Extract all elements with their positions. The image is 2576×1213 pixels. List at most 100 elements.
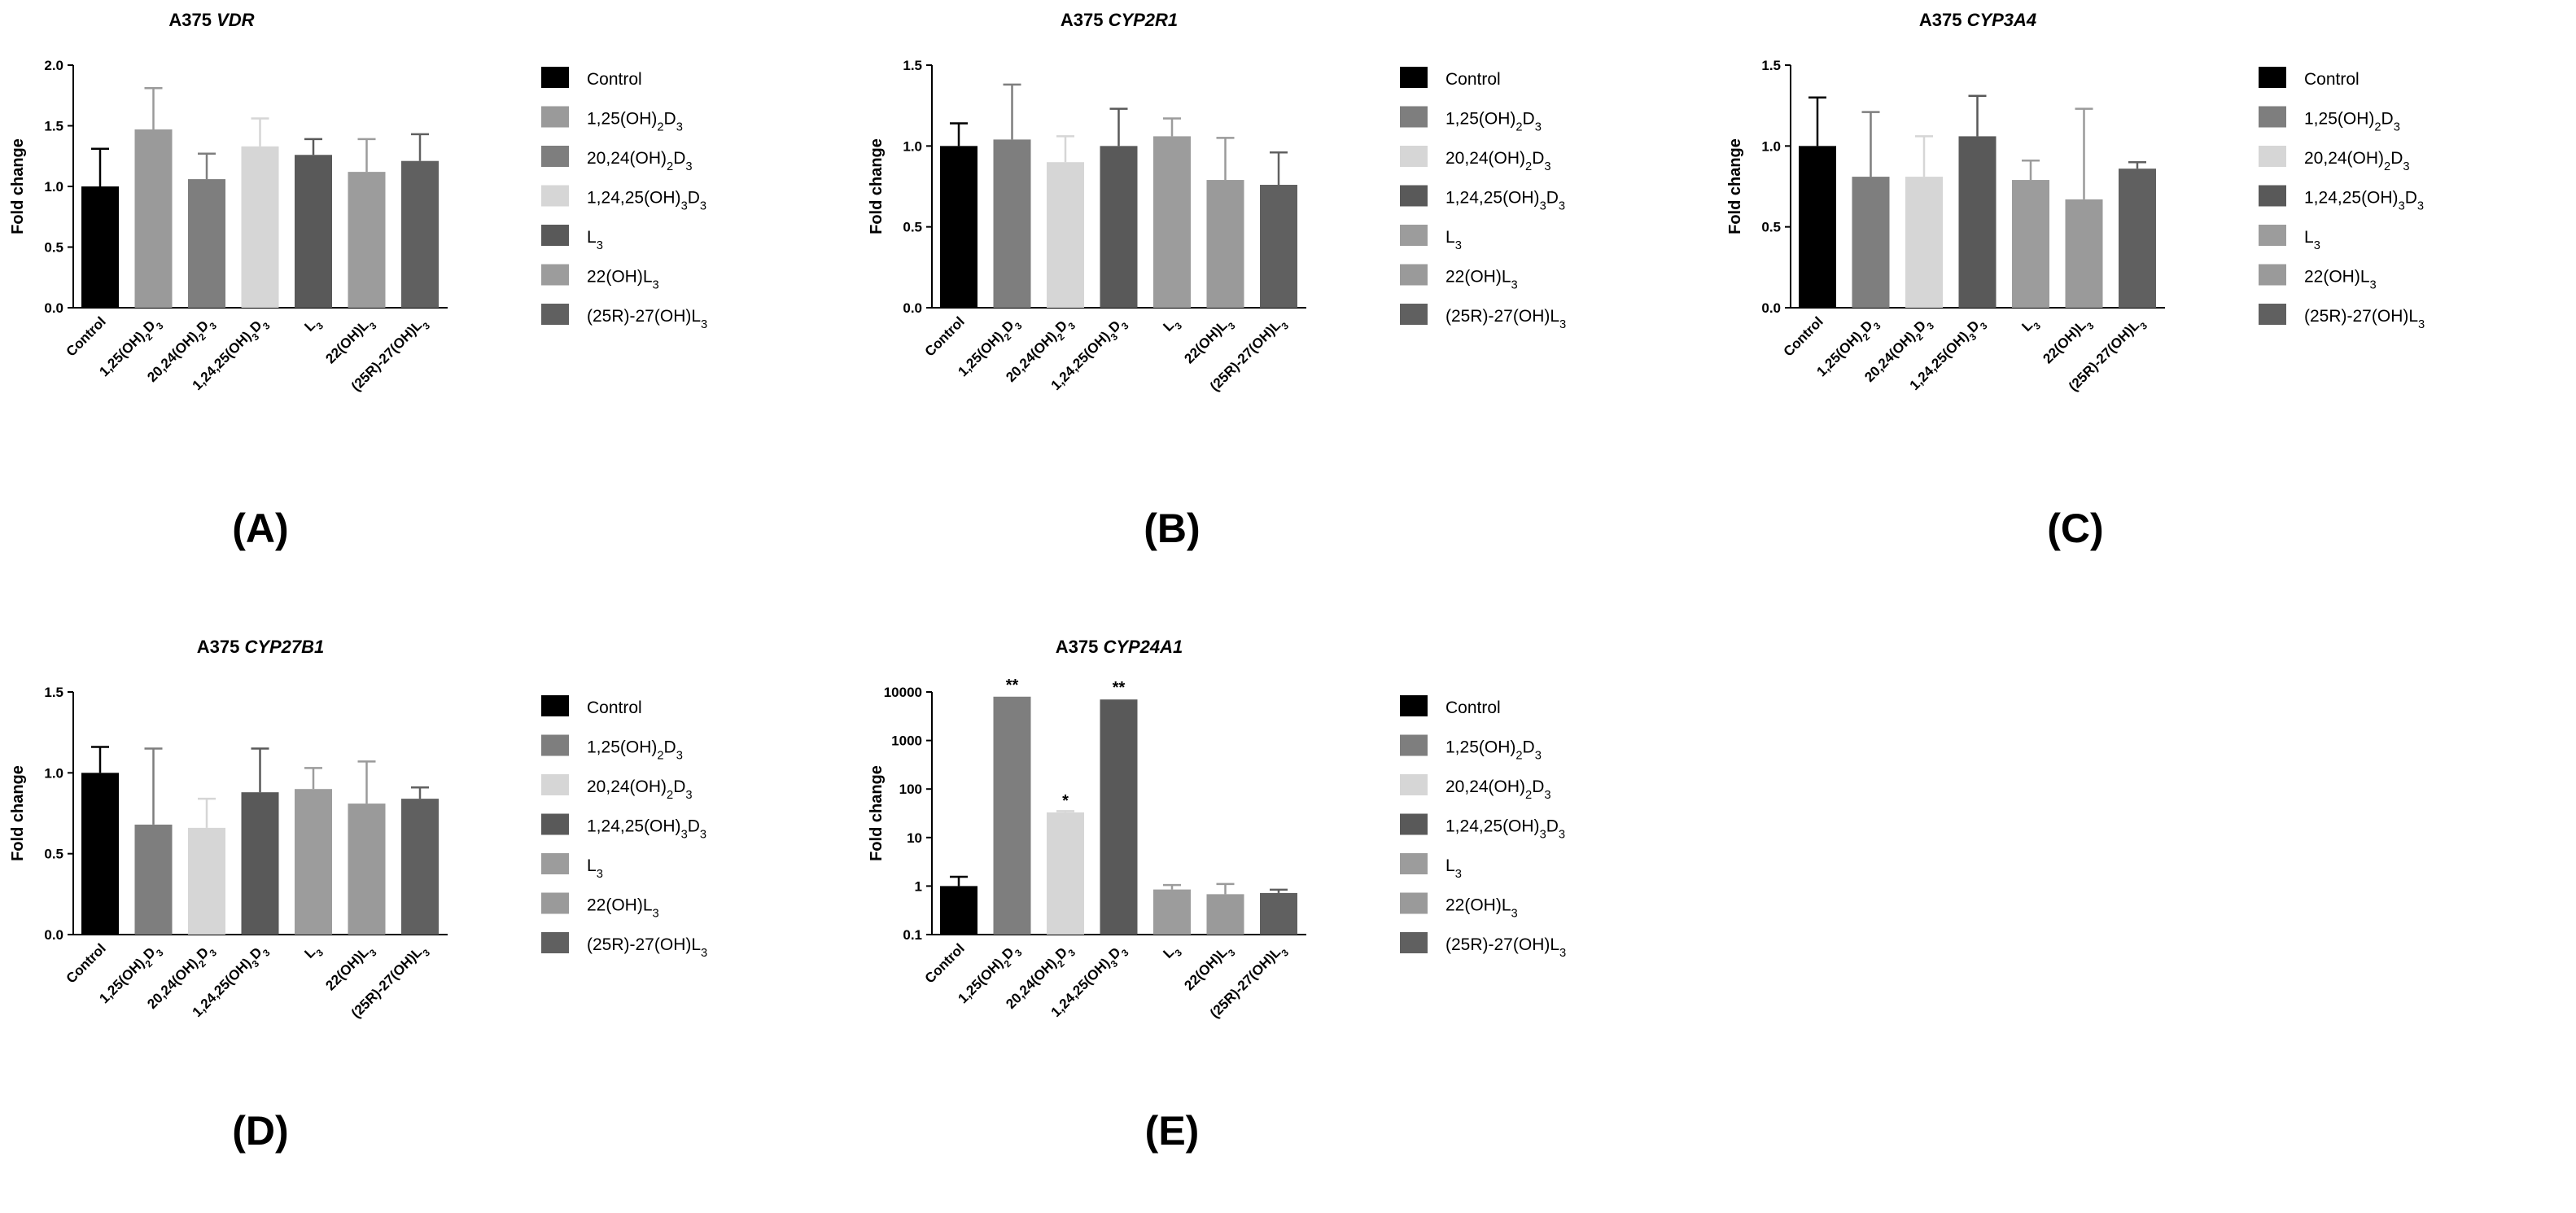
legend-label: 22(OH)L3 — [587, 268, 659, 292]
y-axis-label: Fold change — [1726, 138, 1744, 234]
y-tick-label: 0.0 — [903, 300, 922, 316]
bar-l22 — [348, 804, 386, 935]
x-tick-label: Control — [63, 313, 109, 359]
legend-label: (25R)-27(OH)L3 — [1445, 307, 1566, 331]
panel-label-b: (B) — [1144, 506, 1201, 551]
legend-swatch — [541, 813, 569, 835]
bar-l27 — [2119, 169, 2156, 308]
legend-label: 20,24(OH)2D3 — [587, 149, 693, 173]
x-tick-label: Control — [922, 313, 968, 359]
bar-d20 — [188, 179, 225, 308]
x-tick-label: L3 — [301, 313, 326, 338]
legend-label: 20,24(OH)2D3 — [1445, 149, 1551, 173]
y-tick-label: 0.1 — [903, 927, 922, 943]
chart-panel-d: A375 CYP27B1 Fold change 0.0 0.5 1.0 1.5 Contr… — [0, 627, 846, 1213]
legend-swatch — [2259, 225, 2286, 246]
y-axis-label: Fold change — [868, 765, 886, 861]
y-tick-label: 0.5 — [1761, 220, 1781, 235]
y-tick-label: 1000 — [891, 733, 922, 749]
legend-swatch — [1400, 813, 1428, 835]
panel-label-d: (D) — [232, 1108, 289, 1154]
legend-label: 1,24,25(OH)3D3 — [587, 817, 706, 842]
y-tick-label: 1.5 — [44, 119, 63, 134]
y-tick-label: 10 — [907, 830, 922, 846]
bar-l27 — [401, 160, 439, 308]
bar-control — [1799, 146, 1836, 308]
bar-l27 — [1260, 185, 1297, 308]
legend-swatch — [1400, 853, 1428, 874]
y-tick-label: 0.0 — [1761, 300, 1781, 316]
legend-swatch — [1400, 932, 1428, 953]
legend-swatch — [541, 932, 569, 953]
legend-label: Control — [2304, 70, 2360, 89]
y-tick-label: 0.5 — [903, 220, 922, 235]
chart-cyp24a1: A375 CYP24A1 Fold change 0.1 1 10 100 1000 1000… — [868, 637, 1566, 1021]
chart-panel-c: A375 CYP3A4 Fold change 0.0 0.5 1.0 1.5 Contro… — [1717, 0, 2564, 586]
legend-swatch — [541, 106, 569, 128]
chart-title: A375 CYP27B1 — [197, 637, 325, 657]
legend-swatch — [1400, 106, 1428, 128]
bar-l27 — [1260, 892, 1297, 935]
bar-l22 — [348, 172, 386, 308]
y-tick-label: 1.5 — [1761, 58, 1781, 73]
y-tick-label: 0.5 — [44, 847, 63, 862]
bar-d20 — [1905, 177, 1943, 308]
bar-l22 — [1206, 894, 1244, 935]
legend-swatch — [2259, 264, 2286, 286]
chart-cyp3a4: A375 CYP3A4 Fold change 0.0 0.5 1.0 1.5 Contro… — [1726, 10, 2425, 394]
x-tick-label: L3 — [1160, 313, 1184, 338]
chart-panel-e: A375 CYP24A1 Fold change 0.1 1 10 100 1000 1000… — [859, 627, 1705, 1213]
legend-swatch — [1400, 695, 1428, 716]
chart-cyp27b1: A375 CYP27B1 Fold change 0.0 0.5 1.0 1.5 Contr… — [9, 637, 707, 1021]
legend-label: 1,25(OH)2D3 — [587, 738, 683, 763]
bar-control — [940, 886, 977, 935]
chart-title: A375 CYP24A1 — [1056, 637, 1183, 657]
y-tick-label: 100 — [899, 782, 922, 797]
bar-l3 — [295, 789, 332, 935]
legend-label: 22(OH)L3 — [1445, 896, 1518, 921]
bar-l3 — [2012, 180, 2049, 308]
legend-swatch — [2259, 67, 2286, 88]
panel-label-a: (A) — [232, 506, 289, 551]
bar-d20 — [1047, 162, 1084, 308]
bar-vd3 — [1852, 177, 1890, 308]
legend-swatch — [2259, 106, 2286, 128]
legend-label: 22(OH)L3 — [2304, 268, 2377, 292]
x-tick-label: L3 — [301, 940, 326, 965]
bar-d124 — [241, 146, 279, 308]
legend-label: Control — [587, 698, 642, 717]
legend-swatch — [1400, 225, 1428, 246]
legend-swatch — [541, 146, 569, 167]
legend-label: 20,24(OH)2D3 — [1445, 777, 1551, 802]
bar-control — [81, 186, 119, 308]
bar-l3 — [1153, 889, 1191, 935]
bar-l3 — [295, 155, 332, 308]
panel-label-c: (C) — [2047, 506, 2104, 551]
bar-vd3 — [134, 824, 173, 935]
bar-d20 — [1047, 812, 1084, 935]
legend-label: Control — [1445, 70, 1501, 89]
chart-panel-a: A375 VDR Fold change 0.0 0.5 1.0 1.5 2.0 Contro… — [0, 0, 846, 586]
legend-swatch — [1400, 264, 1428, 286]
legend-swatch — [541, 67, 569, 88]
bar-d124 — [1100, 146, 1138, 308]
legend-label: (25R)-27(OH)L3 — [1445, 935, 1566, 960]
y-tick-label: 0.0 — [44, 927, 63, 943]
significance-mark: * — [1062, 792, 1069, 810]
x-tick-label: L3 — [1160, 940, 1184, 965]
legend-label: 1,25(OH)2D3 — [2304, 110, 2400, 134]
bar-vd3 — [993, 139, 1031, 308]
legend-label: (25R)-27(OH)L3 — [2304, 307, 2425, 331]
legend-label: 22(OH)L3 — [587, 896, 659, 921]
legend-swatch — [1400, 304, 1428, 325]
chart-title: A375 CYP3A4 — [1919, 10, 2036, 30]
bar-d124 — [1958, 136, 1997, 308]
y-tick-label: 0.5 — [44, 240, 63, 256]
legend-swatch — [541, 264, 569, 286]
x-tick-label: L3 — [2018, 313, 2043, 338]
y-tick-label: 2.0 — [44, 58, 63, 73]
bar-vd3 — [993, 696, 1031, 935]
bar-l3 — [1153, 136, 1191, 308]
legend-label: 1,24,25(OH)3D3 — [587, 189, 706, 213]
y-tick-label: 1.0 — [1761, 138, 1781, 154]
